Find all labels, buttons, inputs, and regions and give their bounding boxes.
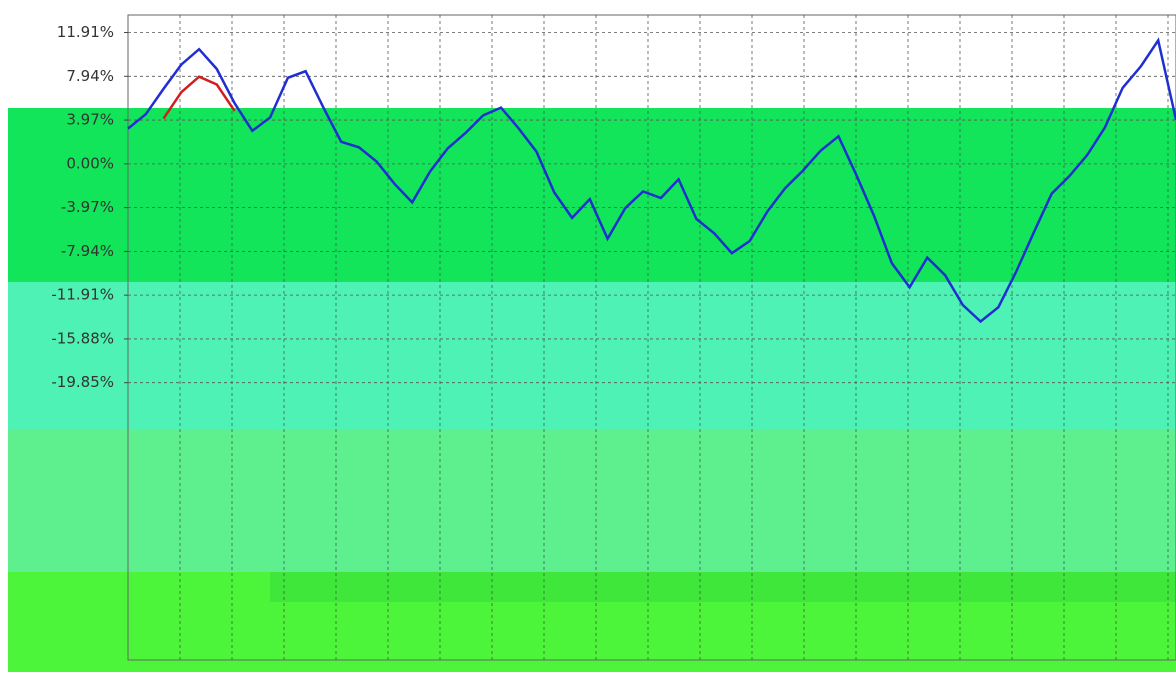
series-line <box>162 75 236 120</box>
y-tick-label: -11.91% <box>51 286 114 304</box>
plot-frame <box>127 14 1176 661</box>
y-tick-label: -3.97% <box>61 198 114 216</box>
y-tick-label: -7.94% <box>61 242 114 260</box>
lines <box>127 37 1176 324</box>
y-tick-label: 0.00% <box>66 154 114 172</box>
tick-labels: 11.91% 7.94% 3.97% 0.00% -3.97% -7.94% -11.91%… <box>51 23 114 391</box>
series-line <box>127 37 1176 324</box>
grid <box>124 15 1176 660</box>
y-tick-label: 11.91% <box>57 23 114 41</box>
y-tick-label: -15.88% <box>51 329 114 347</box>
y-tick-label: -19.85% <box>51 373 114 391</box>
y-tick-label: 3.97% <box>66 111 114 129</box>
y-tick-label: 7.94% <box>66 67 114 85</box>
